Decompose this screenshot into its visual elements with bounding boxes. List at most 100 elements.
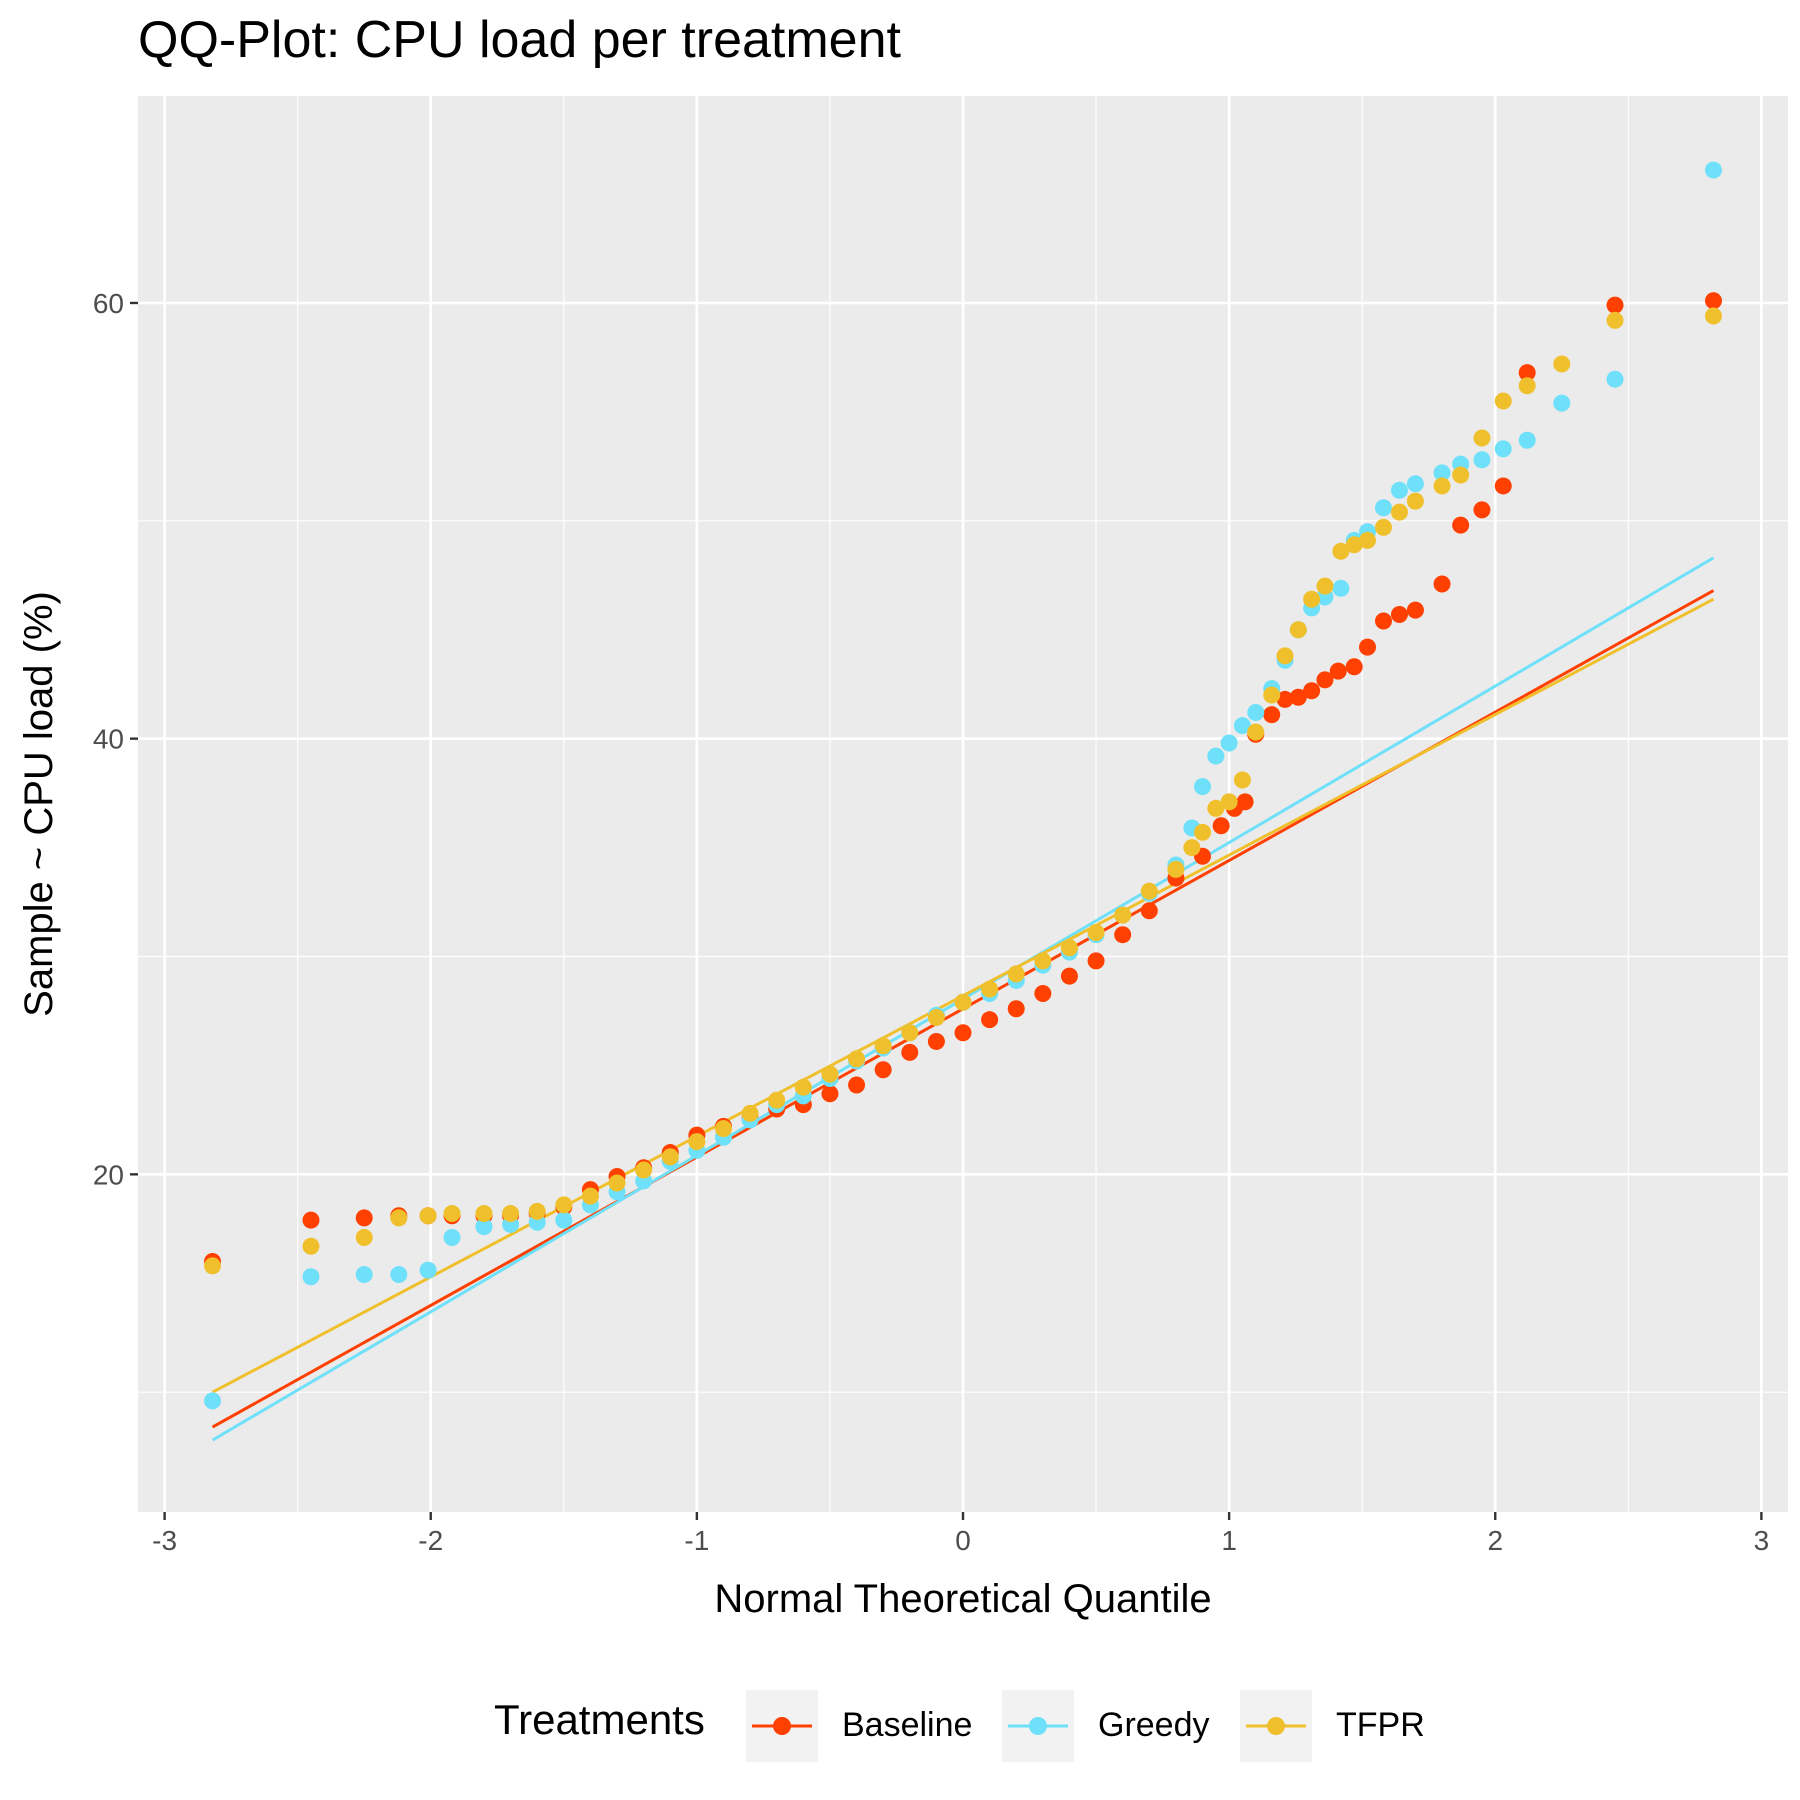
data-point-tfpr bbox=[1007, 965, 1025, 983]
data-point-greedy bbox=[1494, 440, 1512, 458]
data-point-tfpr bbox=[443, 1205, 461, 1223]
data-point-tfpr bbox=[1553, 355, 1571, 373]
data-point-greedy bbox=[555, 1211, 573, 1229]
data-point-baseline bbox=[874, 1061, 892, 1079]
data-point-tfpr bbox=[608, 1174, 626, 1192]
data-point-greedy bbox=[1194, 778, 1212, 796]
data-point-baseline bbox=[1606, 296, 1624, 314]
data-point-tfpr bbox=[714, 1120, 732, 1138]
data-point-tfpr bbox=[635, 1161, 653, 1179]
data-point-tfpr bbox=[1167, 860, 1185, 878]
data-point-greedy bbox=[1704, 161, 1722, 179]
legend-title: Treatments bbox=[494, 1696, 705, 1743]
data-point-greedy bbox=[1207, 747, 1225, 765]
data-point-baseline bbox=[1390, 605, 1408, 623]
data-point-tfpr bbox=[1247, 723, 1265, 741]
data-points bbox=[204, 161, 1722, 1410]
x-tick-label: -3 bbox=[152, 1525, 177, 1556]
data-point-baseline bbox=[954, 1024, 972, 1042]
data-point-baseline bbox=[1007, 1000, 1025, 1018]
data-point-greedy bbox=[1406, 475, 1424, 493]
y-axis-title: Sample ~ CPU load (%) bbox=[17, 591, 61, 1017]
data-point-greedy bbox=[1473, 451, 1491, 469]
major-grid bbox=[138, 96, 1788, 1512]
data-point-tfpr bbox=[1704, 307, 1722, 325]
data-point-greedy bbox=[1390, 481, 1408, 499]
data-point-tfpr bbox=[1194, 823, 1212, 841]
x-axis: -3 -2 -1 0 1 2 3 bbox=[152, 1512, 1769, 1556]
data-point-greedy bbox=[1553, 394, 1571, 412]
data-point-baseline bbox=[848, 1076, 866, 1094]
legend-key-greedy bbox=[1002, 1690, 1074, 1762]
x-axis-title: Normal Theoretical Quantile bbox=[714, 1577, 1211, 1621]
legend-label-baseline: Baseline bbox=[842, 1706, 973, 1744]
data-point-tfpr bbox=[688, 1133, 706, 1151]
y-tick-label: 20 bbox=[93, 1159, 124, 1190]
y-tick-label: 60 bbox=[93, 288, 124, 319]
data-point-tfpr bbox=[555, 1196, 573, 1214]
data-point-greedy bbox=[355, 1266, 373, 1284]
data-point-baseline bbox=[1452, 516, 1470, 534]
data-point-baseline bbox=[901, 1043, 919, 1061]
data-point-baseline bbox=[1359, 638, 1377, 656]
data-point-greedy bbox=[1606, 370, 1624, 388]
data-point-baseline bbox=[1034, 985, 1052, 1003]
data-point-tfpr bbox=[390, 1209, 408, 1227]
data-point-baseline bbox=[1433, 575, 1451, 593]
data-point-tfpr bbox=[1345, 536, 1363, 554]
data-point-tfpr bbox=[1359, 531, 1377, 549]
data-point-tfpr bbox=[1316, 577, 1334, 595]
data-point-tfpr bbox=[874, 1037, 892, 1055]
data-point-tfpr bbox=[1289, 621, 1307, 639]
data-point-baseline bbox=[1374, 612, 1392, 630]
data-point-greedy bbox=[475, 1218, 493, 1236]
data-point-tfpr bbox=[1220, 793, 1238, 811]
data-point-tfpr bbox=[1276, 647, 1294, 665]
data-point-tfpr bbox=[1606, 311, 1624, 329]
data-point-greedy bbox=[1332, 579, 1350, 597]
data-point-baseline bbox=[821, 1085, 839, 1103]
data-point-greedy bbox=[204, 1392, 222, 1410]
x-tick-label: 2 bbox=[1487, 1525, 1503, 1556]
data-point-greedy bbox=[1247, 704, 1265, 722]
legend-key-tfpr bbox=[1240, 1690, 1312, 1762]
data-point-baseline bbox=[1518, 364, 1536, 382]
data-point-tfpr bbox=[981, 980, 999, 998]
data-point-tfpr bbox=[661, 1148, 679, 1166]
data-point-baseline bbox=[1473, 501, 1491, 519]
data-point-tfpr bbox=[1374, 518, 1392, 536]
data-point-baseline bbox=[1236, 793, 1254, 811]
data-point-baseline bbox=[1289, 688, 1307, 706]
data-point-greedy bbox=[1233, 717, 1251, 735]
data-point-baseline bbox=[1263, 706, 1281, 724]
data-point-tfpr bbox=[1303, 590, 1321, 608]
data-point-baseline bbox=[1704, 292, 1722, 310]
data-point-baseline bbox=[1494, 477, 1512, 495]
data-point-tfpr bbox=[1060, 939, 1078, 957]
data-point-tfpr bbox=[1140, 882, 1158, 900]
data-point-tfpr bbox=[1087, 924, 1105, 942]
data-point-tfpr bbox=[768, 1091, 786, 1109]
data-point-tfpr bbox=[528, 1202, 546, 1220]
x-tick-label: -1 bbox=[684, 1525, 709, 1556]
data-point-baseline bbox=[1087, 952, 1105, 970]
data-point-greedy bbox=[1374, 499, 1392, 517]
data-point-baseline bbox=[355, 1209, 373, 1227]
data-point-baseline bbox=[302, 1211, 320, 1229]
data-point-baseline bbox=[981, 1011, 999, 1029]
data-point-tfpr bbox=[794, 1078, 812, 1096]
data-point-tfpr bbox=[901, 1024, 919, 1042]
x-tick-label: 1 bbox=[1221, 1525, 1237, 1556]
data-point-tfpr bbox=[581, 1187, 599, 1205]
data-point-tfpr bbox=[1494, 392, 1512, 410]
data-point-tfpr bbox=[1452, 466, 1470, 484]
data-point-greedy bbox=[1518, 431, 1536, 449]
data-point-baseline bbox=[1114, 926, 1132, 944]
data-point-tfpr bbox=[848, 1050, 866, 1068]
data-point-tfpr bbox=[1406, 492, 1424, 510]
data-point-baseline bbox=[1345, 658, 1363, 676]
y-tick-label: 40 bbox=[93, 724, 124, 755]
chart-title: QQ-Plot: CPU load per treatment bbox=[138, 11, 901, 69]
data-point-greedy bbox=[1433, 464, 1451, 482]
